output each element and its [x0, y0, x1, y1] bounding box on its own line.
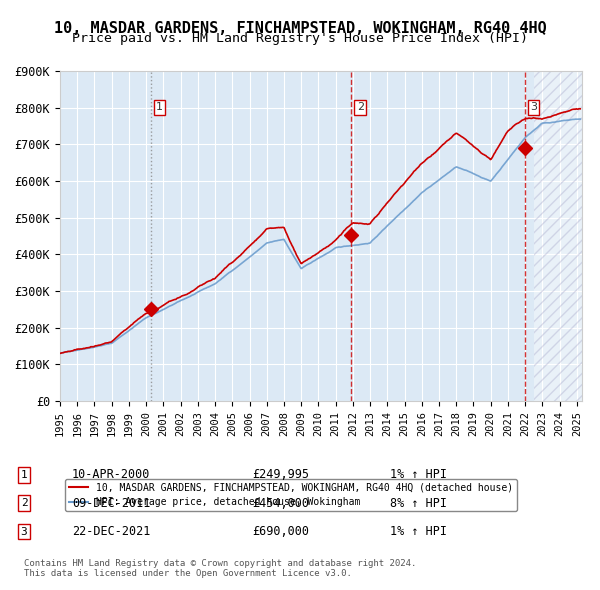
Text: 2: 2 [356, 103, 364, 113]
Text: 3: 3 [530, 103, 537, 113]
Text: £690,000: £690,000 [252, 525, 309, 538]
Text: Price paid vs. HM Land Registry's House Price Index (HPI): Price paid vs. HM Land Registry's House … [72, 32, 528, 45]
Text: 1: 1 [20, 470, 28, 480]
Text: 1% ↑ HPI: 1% ↑ HPI [390, 468, 447, 481]
Text: 10-APR-2000: 10-APR-2000 [72, 468, 151, 481]
Text: 8% ↑ HPI: 8% ↑ HPI [390, 497, 447, 510]
Text: 10, MASDAR GARDENS, FINCHAMPSTEAD, WOKINGHAM, RG40 4HQ: 10, MASDAR GARDENS, FINCHAMPSTEAD, WOKIN… [53, 21, 547, 35]
Legend: 10, MASDAR GARDENS, FINCHAMPSTEAD, WOKINGHAM, RG40 4HQ (detached house), HPI: Av: 10, MASDAR GARDENS, FINCHAMPSTEAD, WOKIN… [65, 478, 517, 512]
Text: 1: 1 [156, 103, 163, 113]
Text: Contains HM Land Registry data © Crown copyright and database right 2024.
This d: Contains HM Land Registry data © Crown c… [24, 559, 416, 578]
Text: 3: 3 [20, 527, 28, 536]
Text: 1% ↑ HPI: 1% ↑ HPI [390, 525, 447, 538]
Text: £454,000: £454,000 [252, 497, 309, 510]
Text: 22-DEC-2021: 22-DEC-2021 [72, 525, 151, 538]
Text: 2: 2 [20, 499, 28, 508]
Text: £249,995: £249,995 [252, 468, 309, 481]
Text: 09-DEC-2011: 09-DEC-2011 [72, 497, 151, 510]
